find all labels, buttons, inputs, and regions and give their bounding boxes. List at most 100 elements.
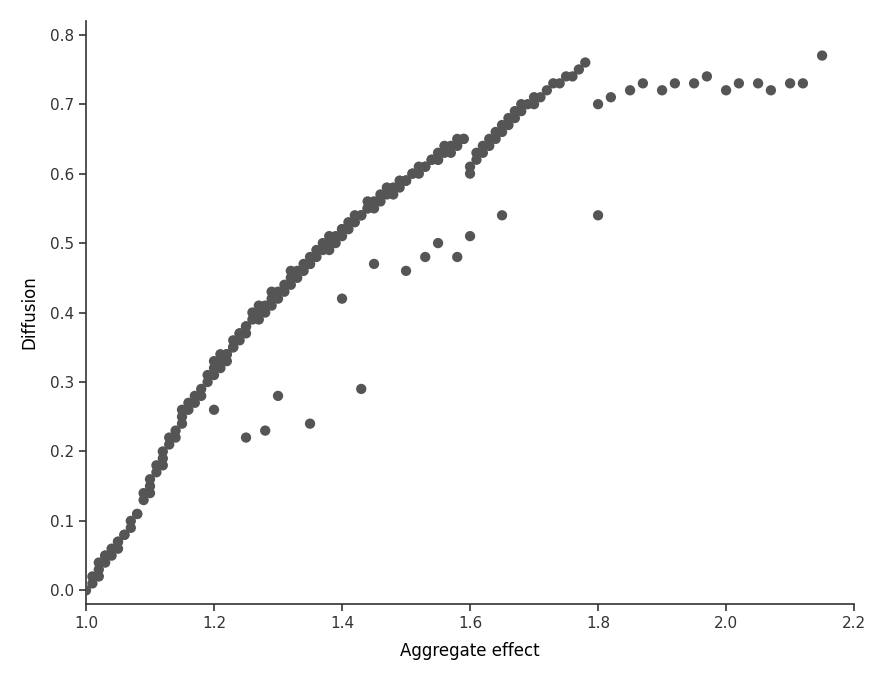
Point — [105, 543, 119, 554]
Point — [431, 155, 445, 165]
Point — [264, 294, 278, 304]
Point — [111, 537, 125, 548]
Point — [373, 196, 387, 207]
Point — [232, 328, 246, 339]
Point — [482, 140, 496, 151]
Point — [546, 78, 560, 89]
Point — [303, 251, 317, 262]
Point — [462, 231, 477, 242]
Point — [162, 439, 176, 450]
Point — [284, 266, 298, 276]
Point — [284, 272, 298, 283]
Point — [328, 238, 342, 249]
Point — [501, 120, 515, 131]
Point — [347, 210, 361, 221]
Point — [213, 355, 227, 366]
Point — [296, 259, 310, 270]
Point — [143, 474, 157, 485]
Point — [220, 349, 234, 360]
Point — [431, 238, 445, 249]
Point — [450, 133, 464, 144]
Y-axis label: Diffusion: Diffusion — [20, 276, 39, 349]
Point — [411, 161, 425, 172]
Point — [98, 557, 113, 568]
Point — [379, 189, 393, 200]
Point — [213, 363, 227, 374]
Point — [482, 133, 496, 144]
Point — [475, 140, 489, 151]
Point — [456, 133, 470, 144]
Point — [264, 300, 278, 311]
Point — [238, 432, 253, 443]
Point — [188, 398, 202, 409]
Point — [284, 279, 298, 290]
Point — [494, 210, 509, 221]
Point — [156, 446, 170, 457]
Point — [245, 307, 260, 318]
Point — [456, 133, 470, 144]
Point — [85, 571, 99, 582]
Point — [532, 92, 547, 103]
Point — [136, 488, 151, 498]
Point — [149, 460, 163, 471]
Point — [417, 161, 431, 172]
Point — [367, 259, 381, 270]
Point — [206, 355, 221, 366]
Point — [130, 509, 144, 520]
Point — [540, 85, 554, 96]
Point — [424, 155, 439, 165]
Point — [795, 78, 809, 89]
Point — [763, 85, 777, 96]
Point — [719, 85, 733, 96]
Point — [469, 155, 483, 165]
Point — [200, 370, 214, 381]
Point — [149, 467, 163, 478]
Point — [194, 390, 208, 401]
X-axis label: Aggregate effect: Aggregate effect — [400, 642, 540, 660]
Point — [488, 133, 502, 144]
Point — [385, 182, 400, 193]
Point — [335, 224, 349, 235]
Point — [91, 571, 105, 582]
Point — [105, 550, 119, 561]
Point — [168, 432, 183, 443]
Point — [405, 168, 419, 179]
Point — [354, 383, 368, 394]
Point — [399, 175, 413, 186]
Point — [98, 550, 113, 561]
Point — [526, 99, 540, 110]
Point — [437, 147, 451, 158]
Point — [431, 147, 445, 158]
Point — [258, 307, 272, 318]
Point — [111, 543, 125, 554]
Point — [277, 286, 291, 297]
Point — [360, 196, 374, 207]
Point — [117, 529, 131, 540]
Point — [136, 494, 151, 505]
Point — [514, 99, 528, 110]
Point — [347, 217, 361, 227]
Point — [79, 585, 93, 596]
Point — [814, 50, 828, 61]
Point — [399, 175, 413, 186]
Point — [385, 189, 400, 200]
Point — [123, 522, 137, 533]
Point — [450, 140, 464, 151]
Point — [290, 266, 304, 276]
Point — [226, 335, 240, 346]
Point — [514, 106, 528, 116]
Point — [252, 307, 266, 318]
Point — [667, 78, 681, 89]
Point — [526, 92, 540, 103]
Point — [309, 244, 323, 255]
Point — [252, 300, 266, 311]
Point — [469, 147, 483, 158]
Point — [622, 85, 636, 96]
Point — [590, 210, 604, 221]
Point — [130, 509, 144, 520]
Point — [437, 140, 451, 151]
Point — [245, 314, 260, 325]
Point — [111, 537, 125, 548]
Point — [354, 210, 368, 221]
Point — [156, 460, 170, 471]
